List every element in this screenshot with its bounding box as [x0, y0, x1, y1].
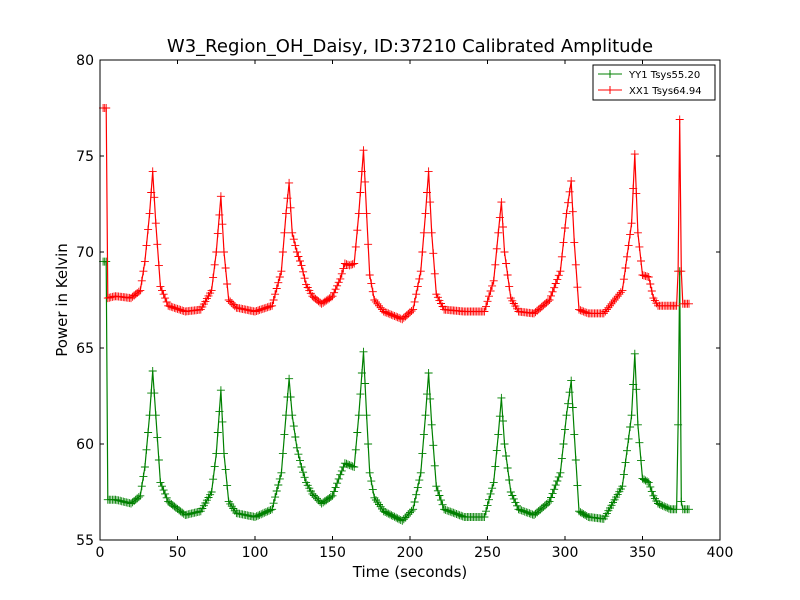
x-axis-label: Time (seconds): [352, 563, 468, 581]
ticks-layer: 0 50 100 150 200 250 300 350 400 55 60 65 70 75 80: [76, 53, 733, 561]
series-markers: [99, 257, 693, 525]
legend-label-yy1: YY1 Tsys55.20: [628, 70, 700, 81]
legend-box: [592, 64, 716, 101]
x-tick-label: 200: [397, 545, 424, 561]
x-tick-label: 0: [96, 545, 105, 561]
series-marker-set: [99, 257, 693, 525]
x-tick-label: 150: [319, 545, 346, 561]
y-tick-label: 60: [76, 437, 94, 453]
x-tick-label: 400: [707, 545, 734, 561]
x-tick-label: 350: [629, 545, 656, 561]
y-axis-label: Power in Kelvin: [53, 243, 71, 357]
series-layer: [99, 104, 693, 525]
x-tick-label: 300: [552, 545, 579, 561]
x-tick-label: 50: [169, 545, 187, 561]
series-0: [99, 257, 693, 525]
x-tick-label: 100: [242, 545, 269, 561]
y-tick-label: 65: [76, 341, 94, 357]
y-tick-label: 80: [76, 53, 94, 69]
series-markers: [99, 104, 693, 324]
legend-label-xx1: XX1 Tsys64.94: [629, 86, 702, 97]
x-tick-label: 250: [474, 545, 501, 561]
legend: YY1 Tsys55.20 XX1 Tsys64.94: [592, 64, 716, 101]
chart-title: W3_Region_OH_Daisy, ID:37210 Calibrated …: [167, 36, 653, 57]
series-1: [99, 104, 693, 324]
y-tick-label: 55: [76, 533, 94, 549]
series-marker-set: [99, 104, 693, 324]
y-tick-label: 70: [76, 245, 94, 261]
y-tick-label: 75: [76, 149, 94, 165]
